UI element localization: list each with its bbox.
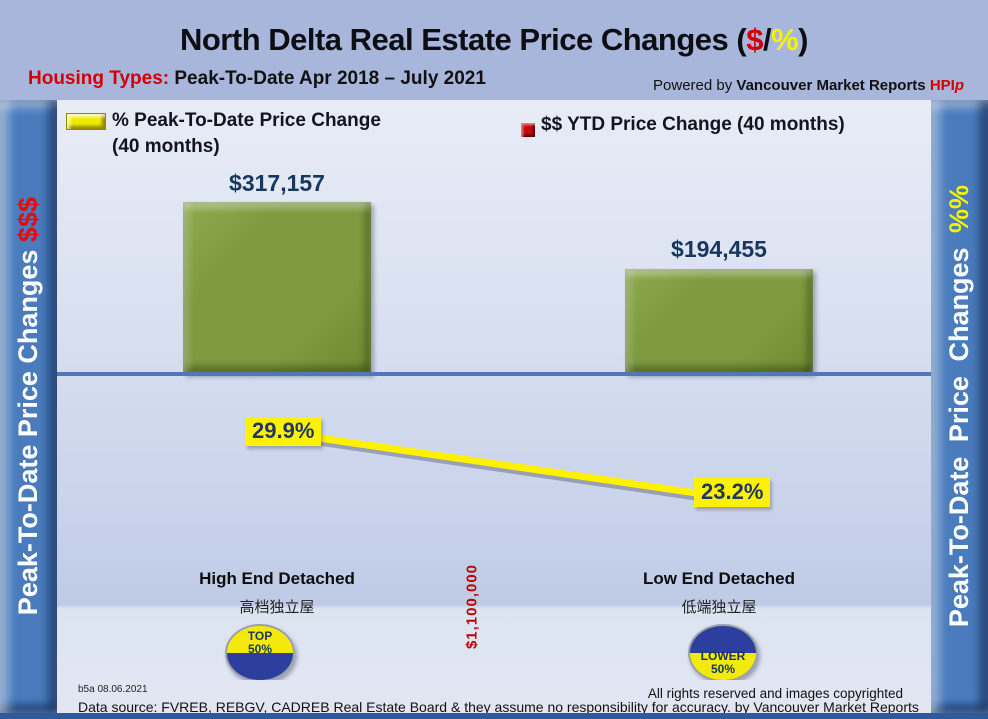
category-low-end-chinese: 低端独立屋 bbox=[681, 599, 757, 616]
lower-50-line1: LOWER bbox=[700, 648, 746, 663]
hpi-p-label: p bbox=[954, 77, 964, 94]
left-axis-pillar: Peak-To-Date Price Changes $$$ bbox=[0, 100, 57, 713]
data-source-notice: Data source: FVREB, REBGV, CADREB Real E… bbox=[78, 699, 919, 715]
legend-item-dollar: $$ YTD Price Change (40 months) bbox=[541, 114, 845, 135]
right-axis-percent-suffix: %% bbox=[944, 185, 974, 234]
title-close-paren: ) bbox=[798, 22, 808, 57]
category-high-end: High End Detached 高档独立屋 bbox=[183, 569, 371, 617]
bar-value-low-end: $194,455 bbox=[671, 236, 767, 262]
category-axis-line bbox=[57, 372, 931, 376]
right-axis-text: Peak-To-Date Price Changes bbox=[944, 233, 974, 628]
lower-50-percent-marker: LOWER 50% bbox=[688, 624, 758, 682]
percent-label-low-end: 23.2% bbox=[694, 478, 771, 507]
bottom-frame-strip bbox=[0, 713, 988, 719]
title-percent-symbol: % bbox=[771, 22, 799, 57]
left-axis-label: Peak-To-Date Price Changes $$$ bbox=[13, 197, 44, 615]
page-title: North Delta Real Estate Price Changes ($… bbox=[0, 22, 988, 58]
percent-label-high-end: 29.9% bbox=[245, 417, 322, 446]
bar-low-end-detached bbox=[625, 269, 813, 374]
legend-item-percent: % Peak-To-Date Price Change (40 months) bbox=[112, 110, 381, 158]
price-threshold-annotation: $1,100,000 bbox=[463, 563, 481, 650]
top-50-line1: TOP bbox=[247, 629, 273, 643]
lower-50-line2: 50% bbox=[710, 661, 736, 676]
category-low-end-label: Low End Detached bbox=[642, 569, 796, 588]
category-high-end-chinese: 高档独立屋 bbox=[239, 599, 315, 616]
right-axis-pillar: Peak-To-Date Price Changes %% bbox=[931, 100, 988, 713]
footer-background bbox=[57, 680, 931, 713]
powered-by-brand: Vancouver Market Reports bbox=[736, 77, 930, 94]
top-50-line2: 50% bbox=[247, 642, 273, 657]
legend-red-square-icon bbox=[521, 123, 535, 137]
version-stamp: b5a 08.06.2021 bbox=[78, 684, 148, 695]
legend-yellow-bar-icon bbox=[66, 113, 106, 130]
title-dollar-symbol: $ bbox=[746, 22, 763, 57]
housing-types-label: Housing Types: bbox=[28, 68, 170, 89]
title-text: North Delta Real Estate Price Changes ( bbox=[179, 22, 747, 57]
category-low-end: Low End Detached 低端独立屋 bbox=[625, 569, 813, 617]
right-axis-label: Peak-To-Date Price Changes %% bbox=[944, 185, 975, 627]
bar-value-high-end: $317,157 bbox=[229, 170, 325, 196]
left-axis-dollar-suffix: $$$ bbox=[13, 197, 43, 243]
powered-by: Powered by Vancouver Market Reports HPIp bbox=[653, 77, 964, 94]
subtitle: Housing Types: Peak-To-Date Apr 2018 – J… bbox=[28, 68, 486, 90]
title-slash: / bbox=[762, 22, 772, 57]
rights-notice: All rights reserved and images copyright… bbox=[647, 686, 903, 701]
left-axis-text: Peak-To-Date Price Changes bbox=[13, 242, 43, 616]
hpi-label: HPI bbox=[929, 77, 955, 94]
plot-area bbox=[57, 100, 931, 680]
category-high-end-label: High End Detached bbox=[199, 569, 355, 588]
top-50-percent-marker: TOP 50% bbox=[225, 624, 295, 682]
bar-high-end-detached bbox=[183, 202, 371, 374]
subtitle-range: Peak-To-Date Apr 2018 – July 2021 bbox=[169, 68, 486, 89]
powered-by-prefix: Powered by bbox=[653, 77, 737, 94]
